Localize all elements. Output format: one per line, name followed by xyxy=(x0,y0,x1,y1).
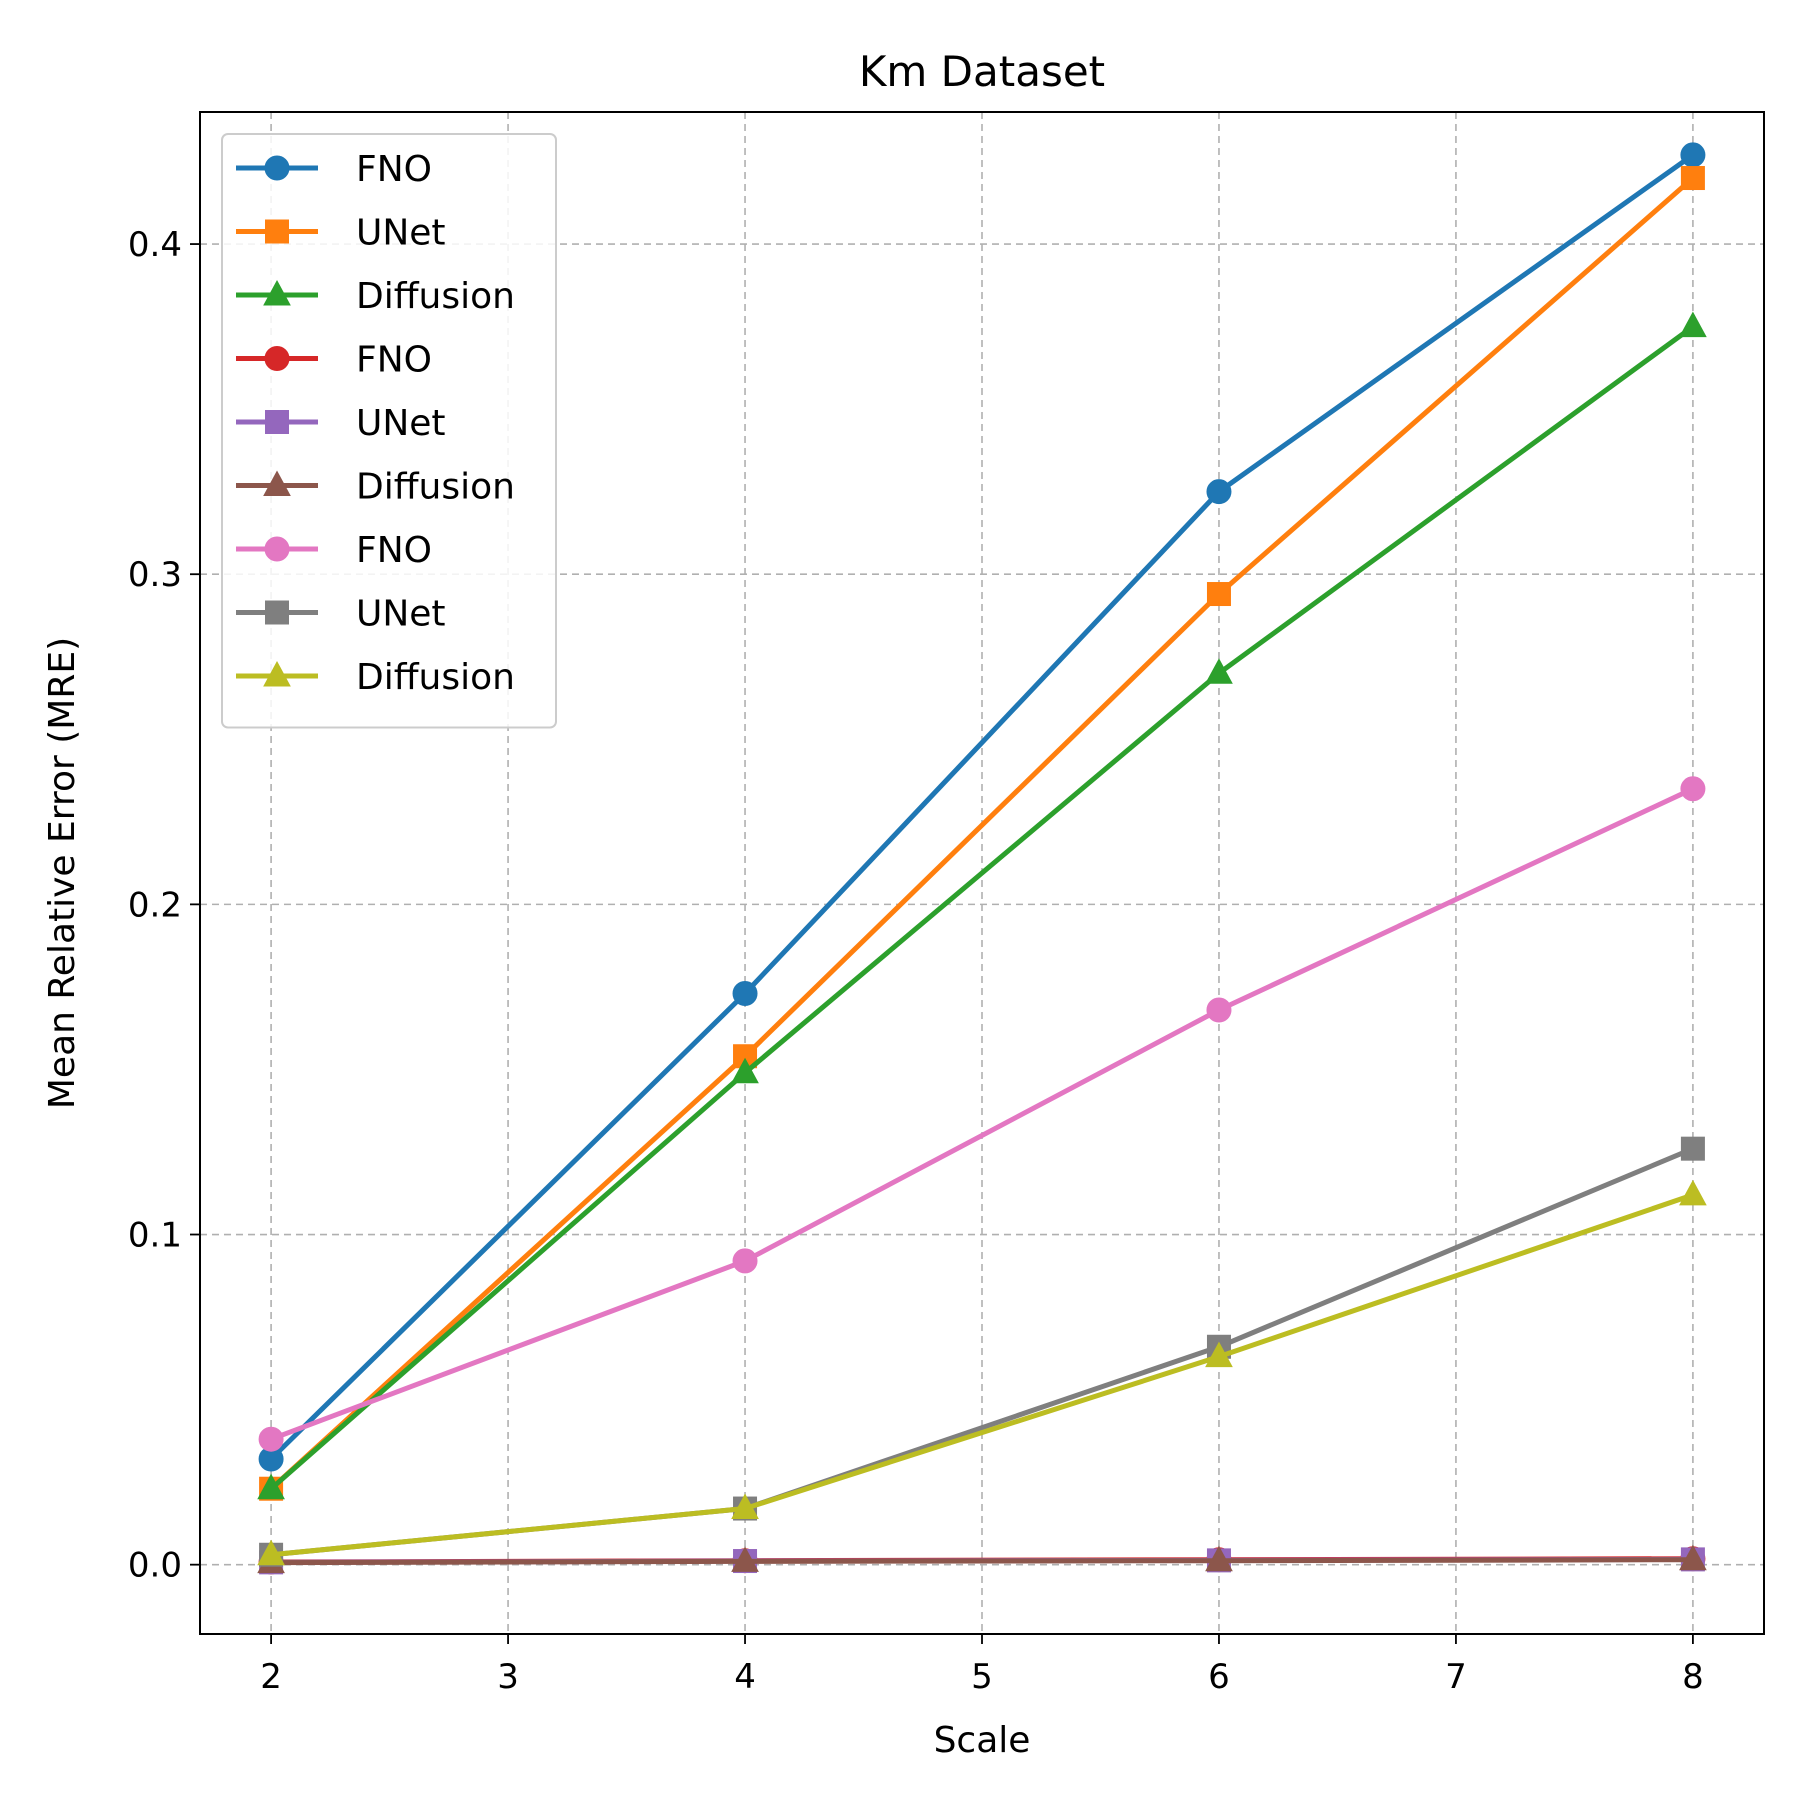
legend-marker xyxy=(264,346,290,371)
legend-label: FNO xyxy=(356,340,432,381)
data-point xyxy=(1205,1341,1233,1368)
legend-item: Diffusion xyxy=(236,276,515,317)
legend-item: UNet xyxy=(236,213,446,254)
legend-marker xyxy=(263,279,291,306)
data-point xyxy=(1206,479,1232,505)
data-point xyxy=(1680,142,1706,168)
legend-box xyxy=(221,133,557,729)
legend-marker xyxy=(264,155,290,181)
data-point xyxy=(1679,1544,1707,1571)
legend-label: FNO xyxy=(356,530,432,571)
legend-item: Diffusion xyxy=(236,657,515,698)
legend-item: UNet xyxy=(236,403,446,444)
data-point xyxy=(1205,658,1233,684)
data-point xyxy=(732,1248,758,1274)
x-tick-label: 2 xyxy=(260,1657,282,1697)
series-7 xyxy=(258,776,1706,1452)
data-series xyxy=(257,142,1707,1575)
series-line xyxy=(268,175,1696,1492)
series-9 xyxy=(257,1179,1707,1566)
legend-marker xyxy=(264,536,290,562)
series-line xyxy=(268,1192,1696,1558)
legend: FNO UNet Diffusion FNO UNet Diffusion FNO UNet D… xyxy=(221,133,557,729)
legend-label: FNO xyxy=(356,149,432,190)
x-tick-label: 4 xyxy=(734,1657,756,1697)
legend-label: Diffusion xyxy=(356,657,515,698)
data-point xyxy=(1205,1545,1233,1572)
legend-item: FNO xyxy=(236,530,432,571)
legend-label: UNet xyxy=(356,594,446,635)
data-point xyxy=(1680,776,1706,802)
data-point xyxy=(258,1426,284,1452)
x-tick-label: 6 xyxy=(1208,1657,1230,1697)
data-point xyxy=(1679,311,1707,338)
y-tick-label: 0.4 xyxy=(128,225,182,265)
legend-label: Diffusion xyxy=(356,467,515,508)
data-point xyxy=(257,1473,285,1500)
legend-label: UNet xyxy=(356,213,446,254)
legend-label: UNet xyxy=(356,403,446,444)
data-point xyxy=(1206,997,1232,1023)
legend-label: Diffusion xyxy=(356,276,515,317)
data-point xyxy=(1680,166,1705,191)
y-axis-label: Mean Relative Error (MRE) xyxy=(42,637,83,1109)
legend-marker xyxy=(265,600,289,625)
series-3 xyxy=(257,311,1707,1500)
x-tick-label: 8 xyxy=(1682,1657,1704,1697)
y-tick-label: 0.2 xyxy=(128,885,182,925)
data-point xyxy=(731,1493,759,1520)
x-tick-label: 7 xyxy=(1445,1657,1467,1697)
y-tick-label: 0.1 xyxy=(128,1216,182,1256)
data-point xyxy=(1679,1179,1707,1206)
series-1 xyxy=(258,142,1706,1472)
data-point xyxy=(1206,582,1231,607)
data-point xyxy=(257,1539,285,1566)
series-line xyxy=(268,1557,1696,1566)
x-axis-label: Scale xyxy=(934,1720,1031,1761)
legend-marker xyxy=(265,410,289,434)
legend-item: FNO xyxy=(236,149,432,190)
data-point xyxy=(732,981,758,1007)
series-line xyxy=(268,786,1696,1442)
data-point xyxy=(1680,1136,1705,1161)
legend-item: FNO xyxy=(236,340,432,381)
chart-title: Km Dataset xyxy=(859,47,1105,96)
data-point xyxy=(731,1057,759,1084)
legend-item: UNet xyxy=(236,594,446,635)
x-tick-label: 3 xyxy=(497,1657,519,1697)
y-tick-label: 0.3 xyxy=(128,555,182,595)
series-line xyxy=(268,324,1696,1492)
data-point xyxy=(731,1546,759,1572)
legend-marker xyxy=(263,470,291,496)
x-tick-label: 5 xyxy=(971,1657,993,1697)
legend-item: Diffusion xyxy=(236,467,515,508)
legend-marker xyxy=(265,219,289,244)
axis-ticks: 2 3 4 5 6 7 8 0.0 0.1 0.2 0.3 0.4 xyxy=(128,225,1704,1697)
y-tick-label: 0.0 xyxy=(128,1546,182,1586)
series-line xyxy=(268,152,1696,1462)
legend-marker xyxy=(263,660,291,687)
